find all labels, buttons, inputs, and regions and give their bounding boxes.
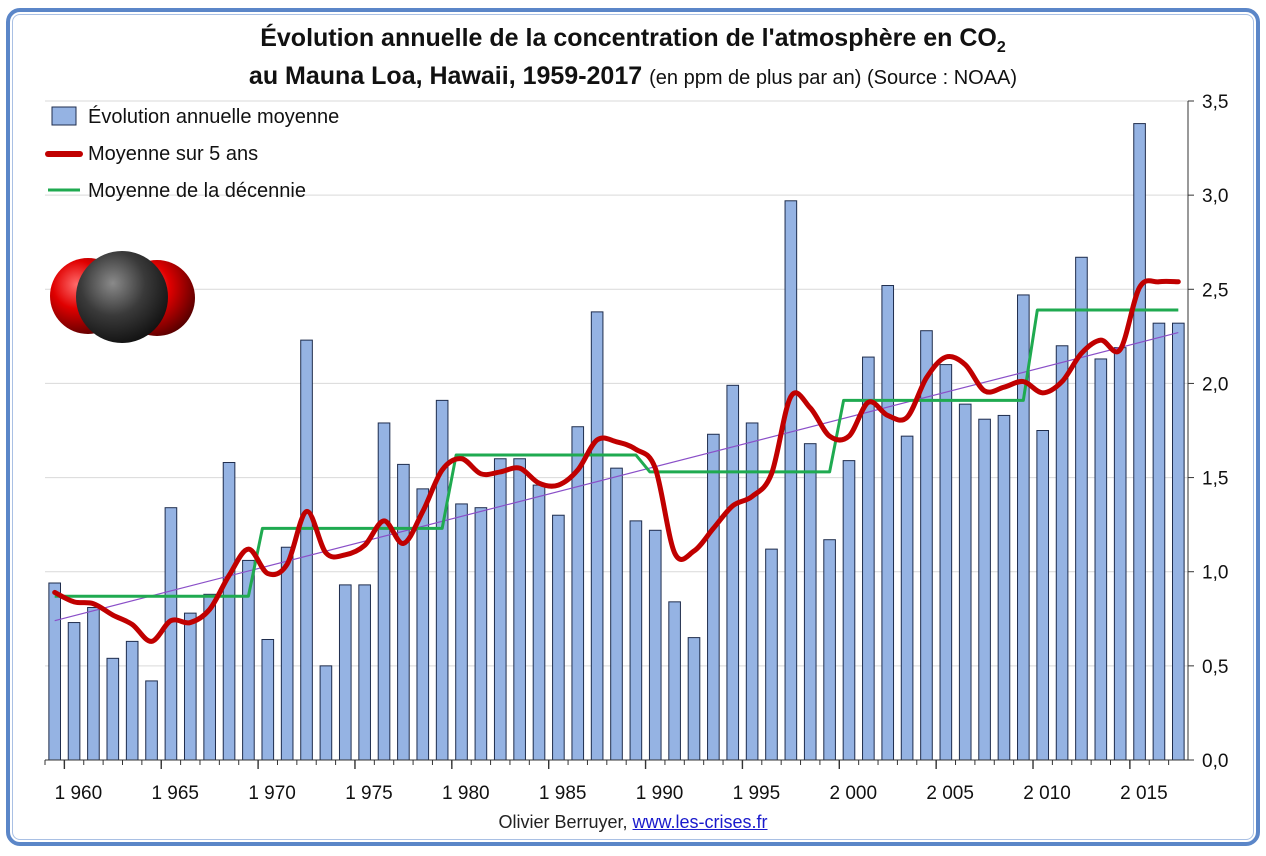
five-year-average-line [52, 278, 1181, 644]
bar [145, 680, 158, 761]
bar [319, 665, 333, 761]
x-tick-label: 1 980 [442, 783, 490, 804]
bar [1172, 322, 1185, 761]
co2-molecule-icon [50, 251, 195, 343]
bar [842, 460, 856, 761]
axes: 0,0 0,5 1,0 1,5 2,0 2,5 3,0 3,5 1 960 1 965 1 970 1… [44, 92, 1228, 804]
x-tick-label: 1 975 [345, 783, 393, 804]
bar [590, 311, 604, 761]
bar-series [48, 123, 1185, 761]
bar [67, 622, 81, 761]
bar [377, 422, 391, 761]
bar [532, 484, 546, 761]
bar [745, 422, 759, 761]
chart-title: Évolution annuelle de la concentration d… [0, 24, 1266, 57]
bar [1075, 256, 1088, 761]
legend-label-bars: Évolution annuelle moyenne [88, 105, 339, 128]
y-tick-label: 1,5 [1202, 469, 1228, 490]
credit: Olivier Berruyer, www.les-crises.fr [0, 812, 1266, 833]
x-tick-label: 1 985 [539, 783, 587, 804]
bar [862, 356, 875, 761]
bar [1094, 358, 1108, 761]
bar [358, 584, 371, 761]
bar [629, 520, 643, 761]
bar [1036, 430, 1050, 761]
bar [222, 462, 236, 761]
chart-subtitle-text: au Mauna Loa, Hawaii, 1959-2017 [248, 62, 643, 90]
bar [648, 529, 662, 761]
y-tick-label: 2,5 [1202, 280, 1228, 301]
y-tick-label: 2,0 [1202, 374, 1228, 395]
bar [803, 443, 817, 761]
bar [338, 584, 352, 761]
y-tick-label: 0,0 [1202, 751, 1228, 772]
bar [183, 612, 197, 761]
bar [397, 463, 410, 761]
bar [958, 403, 972, 761]
bar [1133, 123, 1146, 761]
bar [435, 399, 449, 761]
bar [455, 503, 468, 761]
legend-swatch-bars [51, 106, 77, 126]
x-tick-label: 1 970 [248, 783, 296, 804]
bar [668, 601, 681, 761]
legend-label-avg5: Moyenne sur 5 ans [88, 143, 258, 165]
bar [106, 657, 120, 761]
bar [48, 582, 61, 761]
bar [881, 285, 895, 761]
bar [474, 507, 488, 761]
y-tick-label: 3,0 [1202, 186, 1228, 207]
bar [610, 467, 623, 761]
y-tick-label: 3,5 [1202, 92, 1228, 113]
bar [261, 638, 275, 761]
bar [1152, 322, 1166, 761]
bar [552, 514, 565, 761]
x-tick-label: 2 010 [1023, 783, 1071, 804]
decade-average-line [54, 308, 1179, 598]
x-tick-label: 1 965 [151, 783, 199, 804]
legend: Évolution annuelle moyenne Moyenne sur 5… [45, 105, 339, 202]
x-tick-label: 2 000 [830, 783, 878, 804]
legend-label-decade: Moyenne de la décennie [88, 180, 306, 202]
bar [1113, 347, 1127, 761]
x-tick-label: 1 960 [55, 783, 103, 804]
bar [997, 414, 1011, 761]
chart-title-text: Évolution annuelle de la concentration d… [260, 24, 997, 52]
bar [707, 433, 720, 761]
y-tick-label: 1,0 [1202, 563, 1228, 584]
chart-subtitle: au Mauna Loa, Hawaii, 1959-2017 (en ppm … [0, 62, 1266, 91]
chart-title-subscript: 2 [996, 39, 1006, 56]
x-tick-label: 2 015 [1120, 783, 1168, 804]
y-tick-label: 0,5 [1202, 657, 1228, 678]
line-series [52, 278, 1181, 644]
bar [164, 507, 178, 761]
bar [784, 200, 798, 761]
bar [513, 458, 526, 761]
bar [1055, 345, 1069, 761]
x-tick-label: 1 990 [636, 783, 684, 804]
bar [726, 384, 740, 761]
chart-subtitle-suffix: (en ppm de plus par an) (Source : NOAA) [649, 67, 1018, 89]
trend-line [54, 332, 1179, 622]
bar [978, 418, 991, 761]
bar [765, 548, 778, 761]
bar [87, 606, 100, 761]
bar [203, 593, 216, 761]
bar [300, 339, 313, 761]
bar [823, 539, 836, 761]
bar [920, 330, 933, 761]
x-tick-label: 2 005 [926, 783, 974, 804]
bar [939, 364, 953, 761]
bar [125, 640, 139, 761]
credit-link[interactable]: www.les-crises.fr [632, 812, 768, 832]
bar [687, 637, 701, 761]
bar [493, 458, 507, 761]
x-tick-label: 1 995 [733, 783, 781, 804]
credit-author: Olivier Berruyer, [498, 812, 628, 832]
bar [280, 546, 294, 761]
bar [900, 435, 914, 761]
